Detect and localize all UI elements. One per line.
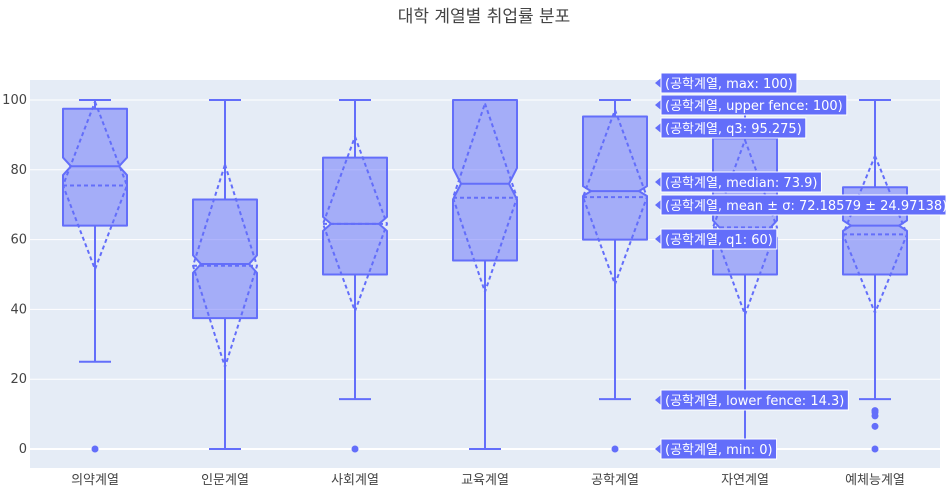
- hover-text: (공학계열, max: 100): [665, 77, 793, 92]
- hover-box: [660, 194, 947, 216]
- box-body: [582, 115, 648, 241]
- outlier-point: [871, 407, 879, 415]
- box-3: [451, 99, 519, 450]
- outlier-point: [871, 422, 879, 430]
- hover-box: [660, 389, 849, 411]
- hover-pointer: [655, 78, 661, 88]
- outlier-point: [91, 445, 99, 453]
- hover-pointer: [655, 395, 661, 405]
- chart-title: 대학 계열별 취업률 분포: [398, 7, 571, 27]
- x-axis: 의약계열 인문계열 사회계열 교육계열 공학계열 자연계열 예체능계열: [71, 473, 905, 488]
- hover-label: (공학계열, mean ± σ: 72.18579 ± 24.97138): [655, 194, 947, 216]
- mean-sd-diamond: [451, 100, 519, 296]
- hover-pointer: [655, 234, 661, 244]
- mean-sd-diamond: [321, 133, 389, 315]
- hover-pointer: [655, 123, 661, 133]
- hover-label: (공학계열, upper fence: 100): [655, 94, 848, 116]
- box-4: [581, 99, 649, 453]
- x-tick-label: 공학계열: [591, 473, 639, 488]
- y-tick-label: 0: [19, 442, 27, 457]
- hover-pointer: [655, 444, 661, 454]
- hover-pointer: [655, 200, 661, 210]
- x-tick-label: 사회계열: [331, 473, 379, 488]
- box-body: [452, 99, 518, 262]
- outlier-point: [351, 445, 359, 453]
- hover-label: (공학계열, median: 73.9): [655, 171, 822, 193]
- hover-text: (공학계열, q1: 60): [665, 233, 773, 248]
- hover-box: [660, 171, 822, 193]
- hover-box: [660, 438, 778, 460]
- box-body: [322, 156, 388, 276]
- y-tick-label: 60: [10, 233, 27, 248]
- x-tick-label: 교육계열: [461, 473, 509, 488]
- x-tick-label: 인문계열: [201, 473, 249, 488]
- mean-sd-diamond: [191, 161, 259, 371]
- hover-box: [660, 94, 848, 116]
- hover-pointer: [655, 177, 661, 187]
- hover-box: [660, 228, 778, 250]
- hover-label: (공학계열, min: 0): [655, 438, 778, 460]
- hover-text: (공학계열, lower fence: 14.3): [665, 394, 844, 409]
- box-1: [191, 99, 259, 450]
- y-tick-label: 80: [10, 163, 27, 178]
- hover-label: (공학계열, q3: 95.275): [655, 117, 807, 139]
- box-2: [321, 99, 389, 453]
- hover-text: (공학계열, min: 0): [665, 443, 773, 458]
- outlier-point: [611, 445, 619, 453]
- hover-pointer: [655, 100, 661, 110]
- hover-text: (공학계열, mean ± σ: 72.18579 ± 24.97138): [665, 199, 947, 214]
- y-tick-label: 40: [10, 302, 27, 317]
- outlier-point: [871, 445, 879, 453]
- x-tick-label: 자연계열: [721, 473, 769, 488]
- x-tick-label: 예체능계열: [845, 473, 905, 488]
- y-axis: 0 20 40 60 80 100: [2, 93, 27, 457]
- hover-label: (공학계열, q1: 60): [655, 228, 778, 250]
- mean-sd-diamond: [61, 98, 129, 273]
- hover-label: (공학계열, lower fence: 14.3): [655, 389, 849, 411]
- mean-sd-diamond: [581, 107, 649, 288]
- box-body: [192, 198, 258, 320]
- hover-labels: (공학계열, max: 100) (공학계열, upper fence: 100)…: [655, 72, 947, 460]
- x-tick-label: 의약계열: [71, 473, 119, 488]
- hover-text: (공학계열, upper fence: 100): [665, 99, 843, 114]
- hover-text: (공학계열, q3: 95.275): [665, 122, 802, 137]
- box-0: [61, 98, 129, 453]
- y-tick-label: 100: [2, 93, 27, 108]
- hover-box: [660, 117, 807, 139]
- hover-text: (공학계열, median: 73.9): [665, 176, 817, 191]
- hover-box: [660, 72, 798, 94]
- y-tick-label: 20: [10, 372, 27, 387]
- hover-label: (공학계열, max: 100): [655, 72, 798, 94]
